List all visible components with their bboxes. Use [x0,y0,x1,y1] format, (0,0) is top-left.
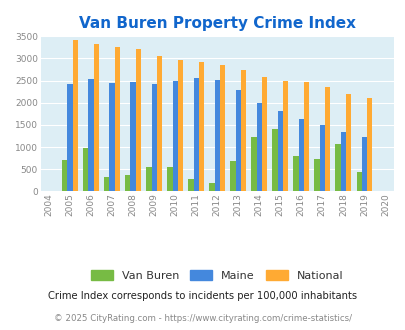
Bar [272,129,277,191]
Bar [188,179,193,191]
Bar [319,125,324,191]
Bar [361,137,366,191]
Bar [324,87,329,191]
Bar [340,132,345,191]
Bar [151,84,156,191]
Bar [277,111,282,191]
Bar [109,83,115,191]
Bar [104,177,109,191]
Bar [230,161,235,191]
Bar [62,160,67,191]
Bar [209,183,214,191]
Bar [282,81,288,191]
Legend: Van Buren, Maine, National: Van Buren, Maine, National [87,267,346,284]
Bar [115,47,119,191]
Bar [240,70,245,191]
Bar [83,148,88,191]
Bar [256,103,261,191]
Bar [167,167,172,191]
Bar [172,81,177,191]
Bar [251,137,256,191]
Bar [193,79,198,191]
Bar [261,77,266,191]
Bar [135,49,141,191]
Bar [94,44,99,191]
Bar [356,172,361,191]
Bar [314,159,319,191]
Bar [67,84,72,191]
Bar [303,82,309,191]
Title: Van Buren Property Crime Index: Van Buren Property Crime Index [79,16,355,31]
Bar [214,80,219,191]
Text: © 2025 CityRating.com - https://www.cityrating.com/crime-statistics/: © 2025 CityRating.com - https://www.city… [54,314,351,323]
Bar [130,82,135,191]
Bar [72,40,78,191]
Bar [198,62,204,191]
Bar [146,167,151,191]
Bar [366,98,371,191]
Bar [177,60,183,191]
Bar [235,90,240,191]
Bar [345,94,350,191]
Bar [298,119,303,191]
Bar [156,56,162,191]
Bar [335,145,340,191]
Text: Crime Index corresponds to incidents per 100,000 inhabitants: Crime Index corresponds to incidents per… [48,291,357,301]
Bar [293,156,298,191]
Bar [88,79,94,191]
Bar [125,175,130,191]
Bar [219,65,224,191]
